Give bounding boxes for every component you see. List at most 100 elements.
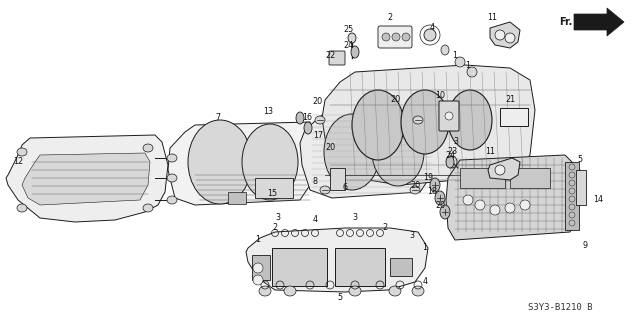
Ellipse shape [296, 112, 304, 124]
Ellipse shape [424, 29, 436, 41]
Ellipse shape [320, 186, 330, 194]
Bar [335, 248, 385, 286]
FancyBboxPatch shape [439, 101, 459, 131]
Ellipse shape [569, 164, 575, 170]
Text: 14: 14 [593, 196, 603, 204]
Ellipse shape [167, 196, 177, 204]
Ellipse shape [455, 57, 465, 67]
Text: 9: 9 [582, 241, 588, 249]
Ellipse shape [490, 205, 500, 215]
Ellipse shape [324, 114, 380, 190]
Ellipse shape [463, 195, 473, 205]
Ellipse shape [188, 120, 252, 204]
Text: 2: 2 [387, 13, 392, 23]
Ellipse shape [435, 191, 445, 205]
FancyBboxPatch shape [378, 26, 412, 48]
Polygon shape [574, 8, 624, 36]
Text: 24: 24 [343, 41, 353, 49]
Text: 19: 19 [423, 174, 433, 182]
Text: 11: 11 [487, 13, 497, 23]
Polygon shape [246, 228, 428, 292]
Text: 12: 12 [13, 158, 23, 167]
Bar [576, 170, 586, 205]
Ellipse shape [505, 203, 515, 213]
Ellipse shape [143, 204, 153, 212]
FancyBboxPatch shape [329, 51, 345, 65]
Ellipse shape [143, 144, 153, 152]
Ellipse shape [412, 286, 424, 296]
Text: 2: 2 [273, 224, 278, 233]
Ellipse shape [445, 112, 453, 120]
Ellipse shape [259, 286, 271, 296]
Bar [255, 178, 293, 198]
Text: 25: 25 [344, 26, 354, 34]
Ellipse shape [401, 90, 449, 154]
Ellipse shape [440, 205, 450, 219]
Polygon shape [6, 135, 168, 222]
Polygon shape [490, 22, 520, 48]
Ellipse shape [569, 188, 575, 194]
Bar [252, 255, 270, 280]
Text: 4: 4 [429, 24, 435, 33]
Ellipse shape [315, 116, 325, 124]
Text: 1: 1 [452, 50, 458, 60]
Text: 18: 18 [427, 188, 437, 197]
Text: 20: 20 [410, 181, 420, 189]
Ellipse shape [351, 46, 359, 58]
Text: 6: 6 [342, 183, 348, 192]
Ellipse shape [569, 196, 575, 202]
Ellipse shape [372, 118, 424, 186]
Ellipse shape [446, 156, 454, 168]
Text: 2: 2 [383, 224, 388, 233]
Ellipse shape [569, 220, 575, 226]
Text: 21: 21 [505, 95, 515, 105]
Ellipse shape [569, 180, 575, 186]
Ellipse shape [475, 200, 485, 210]
Ellipse shape [352, 90, 404, 160]
Ellipse shape [253, 275, 263, 285]
Ellipse shape [430, 178, 440, 192]
Text: 20: 20 [435, 201, 445, 210]
Ellipse shape [447, 156, 457, 168]
Ellipse shape [389, 286, 401, 296]
Text: 15: 15 [267, 189, 277, 197]
Ellipse shape [520, 200, 530, 210]
Ellipse shape [167, 174, 177, 182]
Text: 3: 3 [275, 213, 280, 222]
Ellipse shape [467, 67, 477, 77]
Ellipse shape [441, 45, 449, 55]
Ellipse shape [495, 165, 505, 175]
Ellipse shape [349, 286, 361, 296]
Text: 20: 20 [325, 144, 335, 152]
Text: 5: 5 [577, 155, 582, 165]
Bar [565, 162, 579, 230]
Text: 20: 20 [390, 95, 400, 105]
Bar [500, 108, 528, 126]
Text: 4: 4 [312, 216, 317, 225]
Text: S3Y3-B1210 B: S3Y3-B1210 B [528, 303, 592, 313]
Ellipse shape [17, 204, 27, 212]
Polygon shape [446, 155, 580, 240]
Polygon shape [300, 105, 440, 198]
Bar [390, 258, 412, 276]
Bar [330, 168, 345, 190]
Ellipse shape [448, 90, 492, 150]
Ellipse shape [242, 124, 298, 200]
Ellipse shape [167, 154, 177, 162]
Polygon shape [168, 122, 318, 205]
Text: 10: 10 [435, 91, 445, 100]
Text: 8: 8 [312, 177, 317, 187]
Ellipse shape [382, 33, 390, 41]
Text: 3: 3 [410, 231, 415, 240]
Text: 1: 1 [422, 243, 428, 253]
Ellipse shape [17, 148, 27, 156]
Text: 3: 3 [454, 137, 458, 146]
Text: 3: 3 [353, 213, 358, 222]
Text: Fr.: Fr. [559, 17, 572, 27]
Ellipse shape [569, 212, 575, 218]
Ellipse shape [505, 33, 515, 43]
Ellipse shape [402, 33, 410, 41]
Text: 4: 4 [422, 278, 428, 286]
Ellipse shape [495, 30, 505, 40]
Text: 13: 13 [263, 108, 273, 116]
